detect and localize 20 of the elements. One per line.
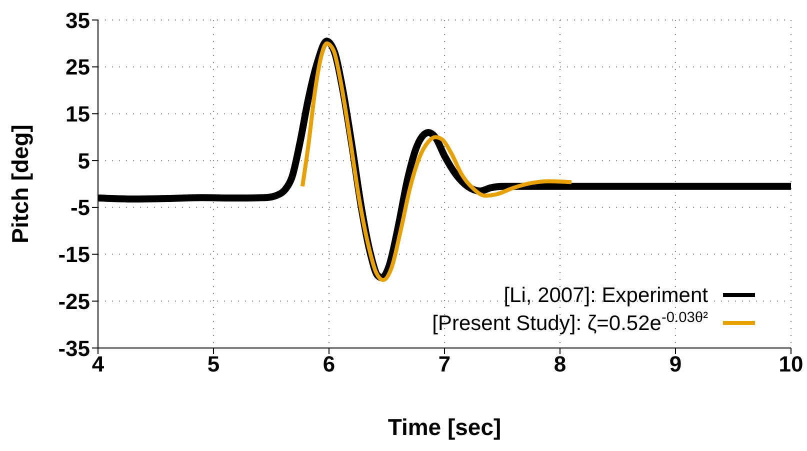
y-tick-label: 35	[66, 8, 90, 33]
legend-label: [Li, 2007]: Experiment	[504, 284, 708, 307]
x-axis-title: Time [sec]	[388, 414, 502, 440]
x-tick-label: 6	[322, 352, 336, 377]
y-tick-label: -15	[58, 242, 90, 268]
legend-label: [Present Study]: ζ=0.52e$^{-0.03θ²}$	[432, 310, 708, 335]
x-tick-label: 4	[92, 352, 105, 377]
y-tick-label: 25	[66, 54, 90, 80]
x-tick-label: 9	[669, 352, 682, 377]
y-tick-label: -25	[58, 288, 90, 314]
x-tick-label: 5	[207, 352, 220, 377]
y-axis-title: Pitch [deg]	[7, 124, 34, 244]
x-tick-label: 7	[438, 352, 451, 377]
x-tick-label: 10	[778, 352, 804, 377]
y-tick-label: 5	[78, 148, 90, 174]
y-tick-label: -35	[58, 336, 90, 361]
line-series	[300, 41, 574, 282]
y-tick-label: 15	[66, 102, 90, 127]
y-tick-label: -5	[70, 195, 90, 220]
x-tick-label: 8	[554, 352, 566, 377]
